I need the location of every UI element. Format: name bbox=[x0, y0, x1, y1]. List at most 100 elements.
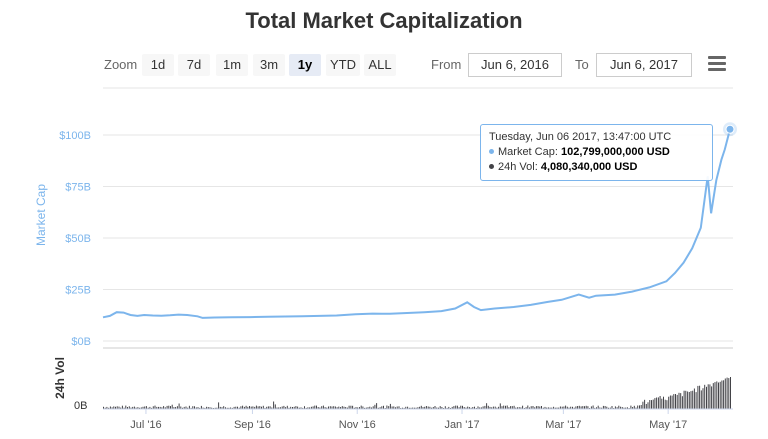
volume-bar bbox=[687, 391, 689, 409]
volume-bar bbox=[688, 392, 690, 409]
tooltip-vol-value: 4,080,340,000 USD bbox=[540, 161, 638, 173]
zoom-7d-button[interactable]: 7d bbox=[178, 54, 210, 76]
volume-bar bbox=[163, 406, 165, 409]
volume-bar bbox=[723, 380, 725, 409]
grid-lines bbox=[103, 87, 733, 342]
volume-bar bbox=[580, 406, 582, 409]
volume-bar bbox=[596, 407, 597, 409]
volume-bar bbox=[115, 406, 116, 409]
volume-bar bbox=[446, 407, 448, 409]
volume-bar bbox=[317, 407, 319, 409]
volume-bar bbox=[537, 406, 539, 409]
volume-bar bbox=[482, 406, 484, 409]
volume-bar bbox=[420, 405, 422, 409]
volume-bar bbox=[300, 407, 302, 409]
volume-bar bbox=[465, 407, 467, 409]
volume-bar bbox=[161, 407, 163, 409]
volume-bar bbox=[597, 405, 599, 409]
volume-bar bbox=[257, 406, 259, 409]
volume-bar bbox=[206, 406, 208, 409]
volume-bar bbox=[281, 406, 283, 409]
volume-bar bbox=[379, 407, 381, 409]
zoom-1d-button[interactable]: 1d bbox=[142, 54, 174, 76]
market-cap-line bbox=[102, 128, 731, 319]
volume-bar bbox=[652, 399, 654, 409]
volume-bar bbox=[267, 406, 269, 409]
volume-bar bbox=[503, 405, 505, 409]
volume-bar bbox=[346, 407, 348, 409]
volume-bar bbox=[398, 406, 400, 409]
volume-bar bbox=[712, 383, 714, 409]
volume-bar bbox=[225, 407, 226, 409]
volume-bar bbox=[501, 406, 503, 409]
hamburger-menu-icon[interactable] bbox=[708, 56, 726, 72]
volume-bar bbox=[706, 386, 707, 409]
volume-bar bbox=[243, 406, 245, 409]
volume-bar bbox=[254, 406, 256, 409]
volume-bar bbox=[188, 405, 190, 409]
zoom-label: Zoom bbox=[104, 57, 138, 72]
volume-bar bbox=[190, 407, 192, 409]
volume-bar bbox=[266, 406, 268, 409]
volume-bar bbox=[664, 399, 666, 409]
volume-bar bbox=[455, 405, 457, 409]
volume-bar bbox=[484, 405, 486, 409]
volume-bar bbox=[639, 405, 640, 409]
to-label: To bbox=[575, 57, 589, 72]
volume-bar bbox=[602, 405, 604, 409]
volume-bar bbox=[671, 395, 673, 409]
volume-bar bbox=[487, 405, 489, 409]
volume-bar bbox=[599, 407, 601, 409]
volume-bar bbox=[425, 406, 427, 409]
volume-bar bbox=[171, 404, 173, 409]
volume-bar bbox=[681, 396, 683, 409]
volume-bar bbox=[695, 392, 697, 409]
volume-bar bbox=[468, 407, 470, 409]
x-tick-label: Mar '17 bbox=[545, 419, 581, 431]
volume-bar bbox=[547, 407, 549, 409]
volume-bar bbox=[376, 403, 378, 409]
volume-bar bbox=[158, 406, 159, 409]
volume-bar bbox=[359, 407, 360, 409]
to-date-input[interactable]: Jun 6, 2017 bbox=[596, 53, 692, 77]
volume-bar bbox=[623, 407, 625, 409]
volume-bar bbox=[458, 407, 460, 409]
volume-bar bbox=[247, 406, 249, 409]
zoom-1m-button[interactable]: 1m bbox=[216, 54, 248, 76]
volume-bar bbox=[676, 394, 678, 409]
volume-bar bbox=[721, 380, 723, 409]
volume-bar bbox=[527, 405, 529, 409]
volume-bar bbox=[279, 407, 281, 409]
volume-bar bbox=[594, 407, 596, 409]
volume-bar bbox=[211, 407, 213, 409]
volume-bar bbox=[365, 407, 367, 409]
zoom-3m-button[interactable]: 3m bbox=[253, 54, 285, 76]
volume-bar bbox=[505, 405, 506, 409]
volume-bar bbox=[192, 406, 194, 409]
volume-bar bbox=[295, 406, 297, 409]
volume-bar bbox=[498, 406, 500, 409]
volume-bar bbox=[288, 407, 290, 409]
volume-bar bbox=[577, 406, 579, 409]
volume-bar bbox=[726, 377, 728, 409]
volume-bar bbox=[542, 407, 544, 409]
zoom-all-button[interactable]: ALL bbox=[364, 54, 396, 76]
volume-bar bbox=[460, 405, 462, 409]
from-date-input[interactable]: Jun 6, 2016 bbox=[468, 53, 562, 77]
volume-bar bbox=[338, 406, 340, 409]
volume-bar bbox=[520, 407, 522, 409]
zoom-1y-button[interactable]: 1y bbox=[289, 54, 321, 76]
volume-bar bbox=[499, 403, 501, 409]
volume-bar bbox=[307, 407, 309, 409]
volume-bar bbox=[151, 407, 153, 409]
volume-bar bbox=[214, 407, 216, 409]
zoom-ytd-button[interactable]: YTD bbox=[326, 54, 360, 76]
volume-bar bbox=[386, 405, 388, 409]
volume-bar bbox=[226, 407, 228, 409]
volume-bar bbox=[104, 407, 106, 409]
volume-bar bbox=[377, 407, 379, 409]
volume-bar bbox=[185, 406, 187, 409]
volume-bar bbox=[235, 406, 237, 409]
volume-bar bbox=[410, 407, 412, 409]
